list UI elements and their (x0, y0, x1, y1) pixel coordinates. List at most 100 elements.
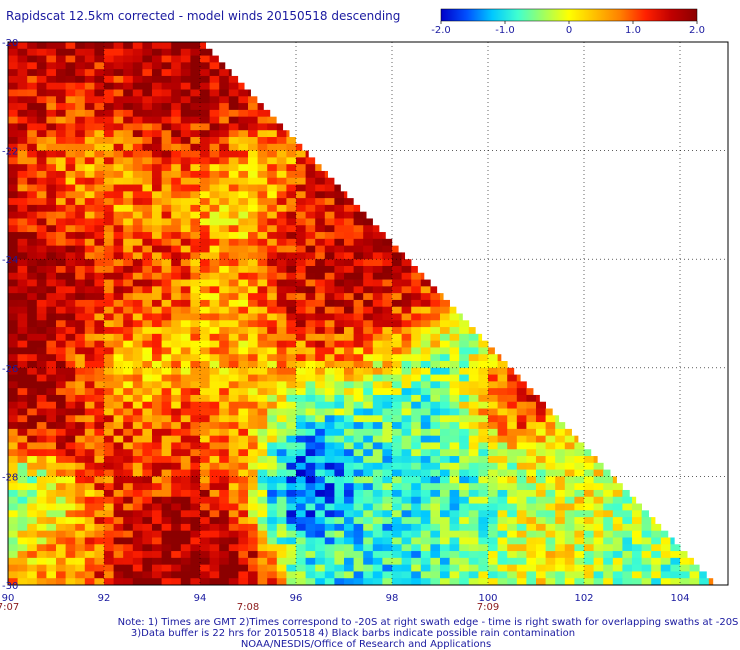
heatmap-cell (468, 435, 479, 443)
heatmap-cell (27, 571, 38, 579)
heatmap-cell (161, 252, 172, 260)
heatmap-cell (401, 354, 412, 362)
heatmap-cell (17, 272, 28, 280)
heatmap-cell (420, 469, 431, 477)
heatmap-cell (84, 211, 95, 219)
heatmap-cell (104, 388, 114, 396)
heatmap-cell (497, 442, 508, 450)
heatmap-cell (46, 265, 57, 274)
heatmap-cell (324, 313, 335, 321)
heatmap-cell (94, 503, 105, 511)
heatmap-cell (344, 401, 354, 409)
heatmap-cell (305, 564, 316, 572)
heatmap-cell (46, 211, 57, 219)
heatmap-cell (267, 299, 278, 308)
heatmap-cell (248, 272, 258, 280)
heatmap-cell (315, 489, 326, 498)
heatmap-cell (449, 327, 460, 335)
heatmap-cell (200, 435, 210, 443)
heatmap-cell (190, 259, 201, 267)
heatmap-cell (420, 557, 431, 566)
heatmap-cell (276, 130, 287, 138)
heatmap-cell (276, 483, 287, 491)
heatmap-cell (612, 523, 623, 532)
heatmap-cell (324, 367, 335, 375)
heatmap-cell (401, 510, 412, 518)
heatmap-cell (526, 449, 537, 457)
heatmap-cell (392, 374, 402, 382)
heatmap-cell (411, 544, 422, 552)
heatmap-cell (459, 462, 470, 471)
heatmap-cell (507, 564, 518, 572)
heatmap-cell (171, 204, 182, 213)
heatmap-cell (142, 537, 153, 545)
heatmap-cell (94, 89, 105, 97)
heatmap-cell (257, 428, 268, 437)
heatmap-cell (65, 170, 76, 179)
heatmap-cell (46, 123, 57, 131)
heatmap-cell (75, 456, 86, 464)
heatmap-cell (363, 320, 374, 328)
heatmap-cell (267, 503, 278, 511)
heatmap-cell (17, 42, 28, 50)
heatmap-cell (440, 415, 450, 423)
colorbar-tick-label: -2.0 (431, 25, 451, 36)
heatmap-cell (190, 150, 201, 158)
heatmap-cell (276, 476, 287, 484)
heatmap-cell (152, 456, 162, 464)
heatmap-cell (142, 530, 153, 538)
heatmap-cell (190, 408, 201, 416)
heatmap-cell (420, 564, 431, 572)
heatmap-cell (8, 449, 18, 457)
heatmap-cell (56, 381, 66, 389)
heatmap-cell (228, 523, 239, 532)
heatmap-cell (372, 374, 383, 382)
heatmap-cell (392, 381, 402, 389)
heatmap-cell (161, 517, 172, 525)
heatmap-cell (372, 381, 383, 389)
heatmap-cell (75, 150, 86, 158)
heatmap-cell (8, 557, 18, 566)
heatmap-cell (104, 75, 114, 84)
heatmap-cell (497, 428, 508, 437)
heatmap-cell (219, 469, 230, 477)
heatmap-cell (430, 469, 441, 477)
heatmap-cell (267, 394, 278, 403)
heatmap-cell (411, 272, 422, 280)
heatmap-cell (478, 442, 489, 450)
heatmap-cell (363, 449, 374, 457)
heatmap-cell (257, 530, 268, 538)
heatmap-cell (123, 245, 134, 253)
heatmap-cell (180, 232, 191, 240)
heatmap-cell (286, 143, 297, 151)
heatmap-cell (190, 232, 201, 240)
heatmap-cell (123, 218, 134, 226)
heatmap-cell (142, 320, 153, 328)
heatmap-cell (276, 313, 287, 321)
heatmap-cell (248, 191, 258, 199)
heatmap-cell (152, 286, 162, 294)
heatmap-cell (161, 361, 172, 369)
heatmap-cell (459, 537, 470, 545)
heatmap-cell (507, 537, 518, 545)
heatmap-cell (689, 557, 694, 566)
heatmap-cell (430, 394, 441, 403)
heatmap-cell (497, 462, 508, 471)
heatmap-cell (94, 62, 105, 70)
heatmap-cell (75, 130, 86, 138)
heatmap-cell (17, 170, 28, 179)
heatmap-cell (56, 225, 66, 233)
heatmap-cell (65, 394, 76, 403)
heatmap-cell (401, 388, 412, 396)
heatmap-cell (123, 82, 134, 90)
heatmap-cell (65, 265, 76, 274)
heatmap-cell (219, 143, 230, 151)
heatmap-cell (75, 557, 86, 566)
heatmap-cell (430, 408, 441, 416)
heatmap-cell (94, 442, 105, 450)
heatmap-cell (564, 456, 575, 464)
heatmap-cell (315, 503, 326, 511)
heatmap-cell (497, 476, 508, 484)
heatmap-cell (344, 510, 354, 518)
heatmap-cell (27, 286, 38, 294)
